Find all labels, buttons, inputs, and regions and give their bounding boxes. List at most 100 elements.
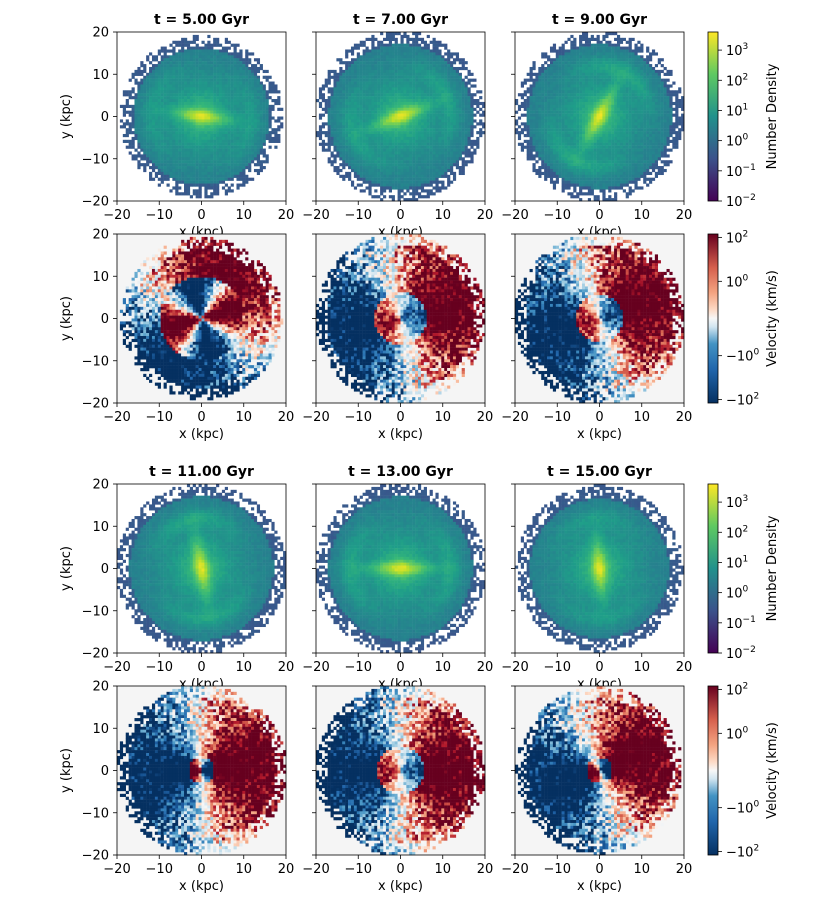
heat-cell [368,49,371,52]
heat-cell [441,58,444,61]
heat-cell [210,377,213,380]
heat-cell [172,186,175,189]
heat-cell [257,292,260,295]
heat-cell [245,137,248,140]
heat-cell [178,307,181,310]
heat-cell [140,105,143,108]
heat-cell [271,345,274,348]
heat-cell [190,128,193,131]
heat-cell [134,82,137,85]
y-tick-label: 10 [92,270,109,285]
heat-cell [199,345,202,348]
heat-cell [213,151,216,154]
heat-cell [242,93,245,96]
heat-cell [184,64,187,67]
heat-cell [459,76,462,79]
heat-cell [239,263,242,266]
heat-cell [155,298,158,301]
heat-cell [132,157,135,160]
heat-cell [134,157,137,160]
heat-cell [236,292,239,295]
heat-cell [190,321,193,324]
heat-cell [354,44,357,47]
heat-cell [184,55,187,58]
heat-cell [158,131,161,134]
heat-cell [231,327,234,330]
heat-cell [202,181,205,184]
heat-cell [251,122,254,125]
heat-cell [196,278,199,281]
heat-cell [254,374,257,377]
heat-cell [210,90,213,93]
heat-cell [202,169,205,172]
heat-cell [239,313,242,316]
heat-cell [225,342,228,345]
heat-cell [234,313,237,316]
heat-cell [225,143,228,146]
heat-cell [357,73,360,76]
heat-cell [210,304,213,307]
heat-cell [193,278,196,281]
heat-cell [263,295,266,298]
heat-cell [169,336,172,339]
heat-cell [164,266,167,269]
heat-cell [146,298,149,301]
heat-cell [175,52,178,55]
heat-cell [181,301,184,304]
heat-cell [164,348,167,351]
heat-cell [210,125,213,128]
heat-cell [190,353,193,356]
heat-cell [202,82,205,85]
heat-cell [242,73,245,76]
heat-cell [418,84,421,87]
heat-cell [257,313,260,316]
heat-cell [254,70,257,73]
heat-cell [172,249,175,252]
heat-cell [123,324,126,327]
heat-cell [266,310,269,313]
heat-cell [412,44,415,47]
heat-cell [222,111,225,114]
heat-cell [213,70,216,73]
heat-cell [234,275,237,278]
heat-cell [181,240,184,243]
heat-cell [277,108,280,111]
heat-cell [132,298,135,301]
heat-cell [412,76,415,79]
heat-cell [398,70,401,73]
heat-cell [172,319,175,322]
heat-cell [242,67,245,70]
heat-cell [248,374,251,377]
heat-cell [242,321,245,324]
heat-cell [219,353,222,356]
heat-cell [231,175,234,178]
heat-cell [231,67,234,70]
heat-cell [149,339,152,342]
heat-cell [152,151,155,154]
heat-cell [234,257,237,260]
heat-cell [149,356,152,359]
heat-cell [251,82,254,85]
heat-cell [274,310,277,313]
heat-cell [239,128,242,131]
heat-cell [143,87,146,90]
heat-cell [424,52,427,55]
heat-cell [178,289,181,292]
heat-cell [199,192,202,195]
heat-cell [222,151,225,154]
heat-cell [430,49,433,52]
heat-cell [161,151,164,154]
heat-cell [149,330,152,333]
heat-cell [228,128,231,131]
heat-cell [462,61,465,64]
heat-cell [427,67,430,70]
heat-cell [257,319,260,322]
heat-cell [263,272,266,275]
heat-cell [187,324,190,327]
heat-cell [231,295,234,298]
heat-cell [126,111,129,114]
heat-cell [234,319,237,322]
heat-cell [447,67,450,70]
heat-cell [263,321,266,324]
heat-cell [199,295,202,298]
